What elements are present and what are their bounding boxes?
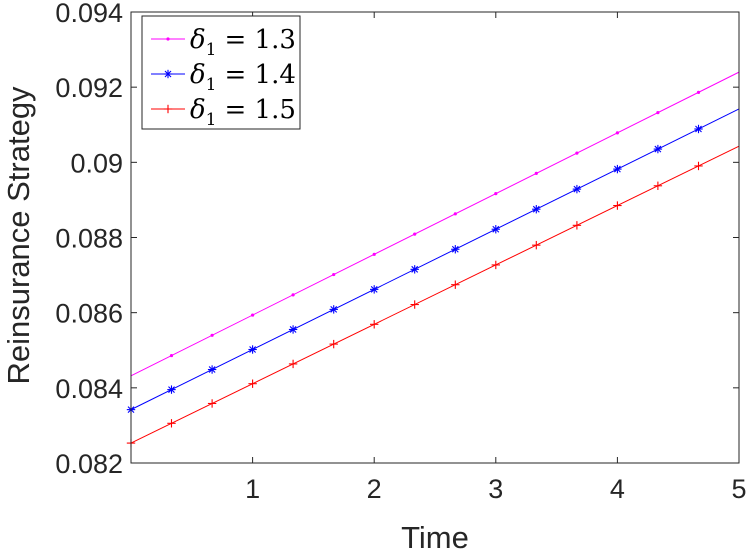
legend-item: δ1 = 1.4: [151, 60, 296, 95]
data-point: [613, 201, 622, 210]
data-point: [653, 144, 663, 154]
data-point: [207, 399, 217, 408]
x-tick-label: 2: [367, 474, 382, 504]
data-point: [653, 181, 663, 190]
data-point: [613, 164, 622, 174]
data-point: [453, 212, 457, 216]
data-point: [163, 104, 173, 114]
series-layer: [126, 71, 740, 448]
data-point: [207, 365, 217, 374]
y-tick-label: 0.088: [55, 224, 123, 254]
legend-item: δ1 = 1.3: [151, 25, 296, 60]
series-2: [126, 108, 740, 414]
data-point: [451, 245, 460, 254]
series-1: [130, 71, 740, 377]
data-point: [251, 313, 255, 317]
data-point: [329, 305, 338, 314]
y-axis-label: Reinsurance Strategy: [1, 86, 36, 385]
data-point: [575, 151, 579, 155]
data-point: [329, 339, 338, 349]
data-point: [288, 325, 298, 334]
data-point: [248, 345, 257, 354]
series-line: [130, 108, 740, 411]
data-point: [166, 37, 170, 41]
data-point: [167, 419, 176, 428]
tick-layer: 1 2 3 4 5 0.082 0.084 0.086 0.088 0.09 0.092 0.094: [55, 0, 746, 504]
legend-label: δ1 = 1.4: [190, 60, 296, 95]
y-tick-label: 0.086: [55, 299, 123, 329]
series-3: [126, 145, 740, 448]
data-point: [210, 333, 214, 337]
data-point: [413, 232, 417, 236]
data-point: [572, 184, 582, 194]
x-tick-label: 4: [610, 474, 625, 504]
x-tick-label: 3: [488, 474, 503, 504]
legend-label: δ1 = 1.3: [190, 25, 296, 60]
x-tick-label: 1: [245, 474, 260, 504]
data-point: [167, 385, 176, 394]
y-tick-label: 0.084: [55, 374, 123, 404]
data-point: [532, 240, 541, 250]
data-point: [370, 320, 379, 329]
series-line: [130, 71, 740, 377]
data-point: [494, 192, 498, 196]
data-point: [169, 353, 174, 358]
legend-item: δ1 = 1.5: [151, 95, 296, 130]
data-point: [372, 252, 376, 256]
y-tick-label: 0.094: [55, 0, 123, 28]
data-point: [288, 359, 298, 369]
x-axis-label: Time: [401, 520, 469, 551]
data-point: [491, 225, 500, 234]
data-point: [696, 90, 701, 94]
data-point: [451, 280, 460, 289]
data-point: [491, 260, 500, 270]
data-point: [332, 272, 336, 277]
legend-label: δ1 = 1.5: [190, 95, 296, 130]
data-point: [410, 265, 419, 274]
data-point: [656, 111, 660, 115]
data-point: [248, 379, 257, 388]
data-point: [370, 285, 379, 294]
y-tick-label: 0.082: [55, 449, 123, 479]
data-point: [410, 300, 419, 309]
data-point: [291, 293, 295, 297]
series-line: [130, 145, 740, 444]
data-point: [694, 161, 703, 171]
data-point: [694, 124, 703, 134]
data-point: [532, 205, 541, 214]
y-tick-label: 0.09: [70, 148, 123, 178]
legend: δ1 = 1.3δ1 = 1.4δ1 = 1.5: [141, 15, 301, 130]
data-point: [163, 69, 173, 79]
y-tick-label: 0.092: [55, 73, 123, 103]
x-tick-label: 5: [731, 474, 746, 504]
data-point: [534, 171, 538, 175]
data-point: [572, 221, 582, 230]
data-point: [615, 131, 620, 135]
